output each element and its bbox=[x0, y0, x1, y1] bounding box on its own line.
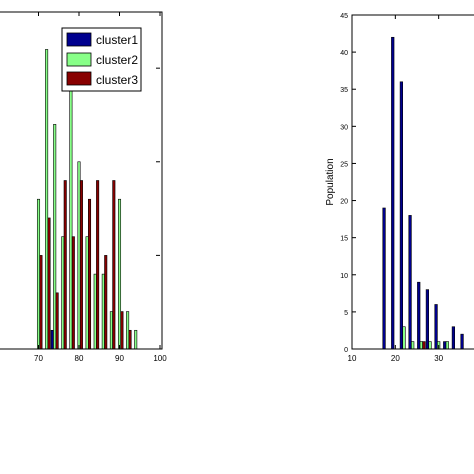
right-y-axis-label: Population bbox=[325, 158, 336, 205]
left-bar-cluster2-70 bbox=[36, 198, 41, 350]
right-bar-cluster1-20 bbox=[391, 36, 395, 350]
right-bar-cluster1-34 bbox=[451, 326, 456, 350]
right-x-tick-label: 30 bbox=[434, 354, 443, 363]
left-bar-cluster3-74 bbox=[55, 292, 59, 350]
right-bar-cluster1-30 bbox=[434, 304, 438, 350]
right-x-tick-label: 10 bbox=[348, 354, 357, 363]
left-bars bbox=[36, 49, 138, 350]
left-bar-cluster2-94 bbox=[134, 329, 138, 350]
legend: cluster1 cluster2 cluster3 bbox=[61, 27, 142, 92]
right-y-tick-label: 15 bbox=[340, 236, 348, 243]
left-bar-cluster3-70 bbox=[39, 255, 43, 350]
left-bar-cluster3-84 bbox=[96, 180, 100, 350]
left-bar-cluster3-78 bbox=[71, 236, 75, 350]
right-bar-cluster1-18 bbox=[382, 207, 386, 350]
left-bar-cluster1-74 bbox=[50, 329, 54, 350]
right-x-ticks: 10 20 30 bbox=[348, 15, 444, 363]
left-x-ticks: 70 80 90 100 bbox=[34, 12, 167, 363]
left-bar-cluster3-76 bbox=[63, 180, 67, 350]
left-bar-cluster3-72 bbox=[47, 217, 51, 350]
right-bar-cluster2-28 bbox=[428, 341, 432, 350]
right-x-tick-label: 20 bbox=[391, 354, 400, 363]
right-bar-cluster2-22 bbox=[402, 326, 406, 350]
right-bar-cluster2-26 bbox=[419, 341, 423, 350]
right-bar-cluster1-24 bbox=[408, 215, 412, 350]
right-y-tick-label: 40 bbox=[340, 50, 348, 57]
legend-swatch-cluster3 bbox=[66, 71, 92, 86]
left-bar-cluster2-84 bbox=[93, 273, 97, 350]
left-bar-cluster3-80 bbox=[79, 180, 83, 350]
right-histogram: 0 5 10 15 20 25 30 35 40 45 10 20 30 Population bbox=[325, 13, 474, 363]
right-y-tick-label: 0 bbox=[344, 347, 348, 354]
left-x-tick-label: 70 bbox=[34, 354, 43, 363]
legend-label-cluster2: cluster2 bbox=[96, 53, 138, 67]
left-bar-cluster2-78 bbox=[69, 86, 73, 350]
left-bar-cluster2-92 bbox=[126, 311, 130, 350]
right-y-tick-label: 30 bbox=[340, 124, 348, 131]
left-bar-cluster2-80 bbox=[77, 161, 81, 350]
left-histogram: 70 80 90 100 cluster1 cluster2 cluster3 bbox=[0, 11, 167, 363]
left-x-tick-label: 80 bbox=[75, 354, 84, 363]
right-y-tick-label: 5 bbox=[344, 310, 348, 317]
right-bar-cluster2-32 bbox=[445, 341, 449, 350]
legend-label-cluster1: cluster1 bbox=[96, 33, 138, 47]
right-y-tick-label: 10 bbox=[340, 273, 348, 280]
left-bar-cluster3-82 bbox=[88, 198, 92, 350]
legend-swatch-cluster2 bbox=[66, 52, 92, 67]
left-bar-cluster2-90 bbox=[117, 198, 122, 350]
left-bar-cluster2-88 bbox=[109, 311, 113, 350]
right-y-tick-label: 35 bbox=[340, 87, 348, 94]
left-y-ticks bbox=[156, 67, 160, 350]
right-bar-cluster1-26 bbox=[417, 281, 421, 350]
left-bar-cluster3-86 bbox=[104, 255, 108, 350]
left-bar-cluster2-74 bbox=[53, 124, 57, 350]
legend-label-cluster3: cluster3 bbox=[96, 73, 138, 87]
right-y-ticks: 0 5 10 15 20 25 30 35 40 45 bbox=[340, 13, 356, 354]
right-bar-cluster1-36 bbox=[460, 333, 464, 350]
right-y-tick-label: 45 bbox=[340, 13, 348, 20]
right-bar-cluster1-22 bbox=[399, 81, 404, 350]
right-bar-cluster3-26 bbox=[422, 341, 426, 350]
left-bar-cluster3-90 bbox=[120, 311, 124, 350]
right-bars bbox=[382, 36, 464, 350]
right-bar-cluster2-24 bbox=[411, 341, 415, 350]
left-bar-cluster2-72 bbox=[45, 49, 49, 350]
left-bar-cluster2-76 bbox=[61, 236, 65, 350]
right-plot-frame bbox=[351, 14, 474, 350]
right-y-tick-label: 20 bbox=[340, 199, 348, 206]
left-bar-cluster3-88 bbox=[112, 180, 116, 350]
left-x-tick-label: 90 bbox=[115, 354, 124, 363]
right-bar-cluster1-28 bbox=[425, 289, 430, 350]
right-bar-cluster1-32 bbox=[443, 341, 447, 350]
right-y-tick-label: 25 bbox=[340, 161, 348, 168]
left-bar-cluster3-92 bbox=[128, 329, 132, 350]
left-bar-cluster2-82 bbox=[85, 236, 89, 350]
legend-swatch-cluster1 bbox=[66, 32, 92, 47]
left-bar-cluster2-86 bbox=[101, 273, 105, 350]
left-plot-frame bbox=[0, 11, 163, 350]
left-x-tick-label: 100 bbox=[153, 354, 167, 363]
